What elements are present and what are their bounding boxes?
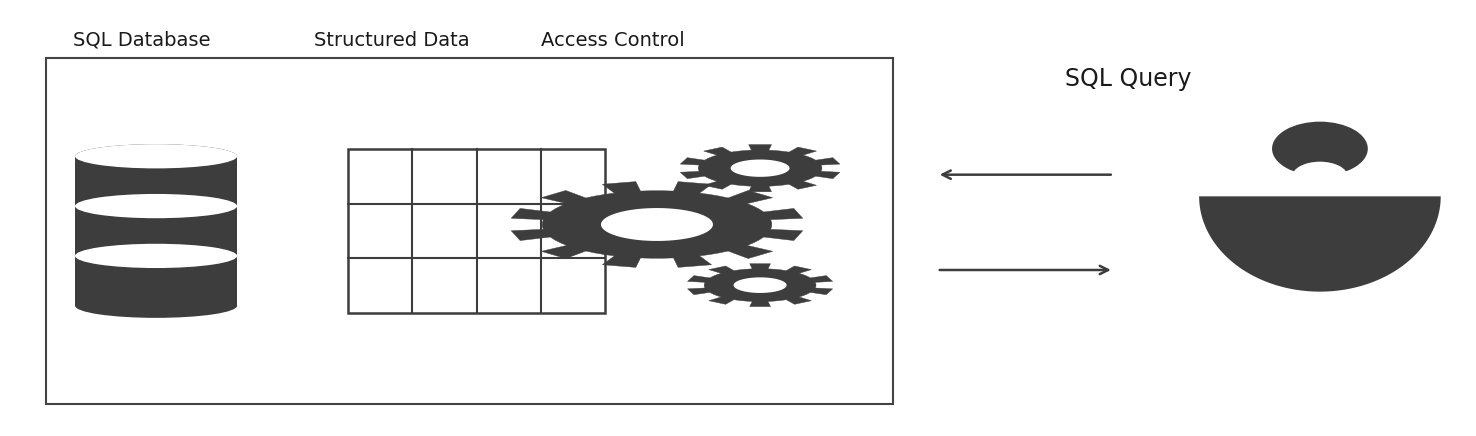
Ellipse shape <box>75 194 238 218</box>
Text: Access Control: Access Control <box>540 31 685 50</box>
Ellipse shape <box>1272 122 1368 176</box>
Text: Structured Data: Structured Data <box>314 31 469 50</box>
Text: SQL Query: SQL Query <box>1066 68 1191 92</box>
Ellipse shape <box>75 144 238 168</box>
Bar <box>347 149 605 313</box>
Polygon shape <box>731 160 790 177</box>
Polygon shape <box>680 145 840 192</box>
Ellipse shape <box>75 144 238 168</box>
Polygon shape <box>1199 196 1441 292</box>
Polygon shape <box>688 264 832 307</box>
Ellipse shape <box>1292 162 1348 192</box>
Polygon shape <box>601 208 713 241</box>
Ellipse shape <box>75 293 238 318</box>
Polygon shape <box>511 182 803 267</box>
Text: SQL Database: SQL Database <box>72 31 210 50</box>
Bar <box>46 58 893 404</box>
Polygon shape <box>75 156 238 306</box>
Polygon shape <box>734 277 787 293</box>
Ellipse shape <box>75 244 238 268</box>
